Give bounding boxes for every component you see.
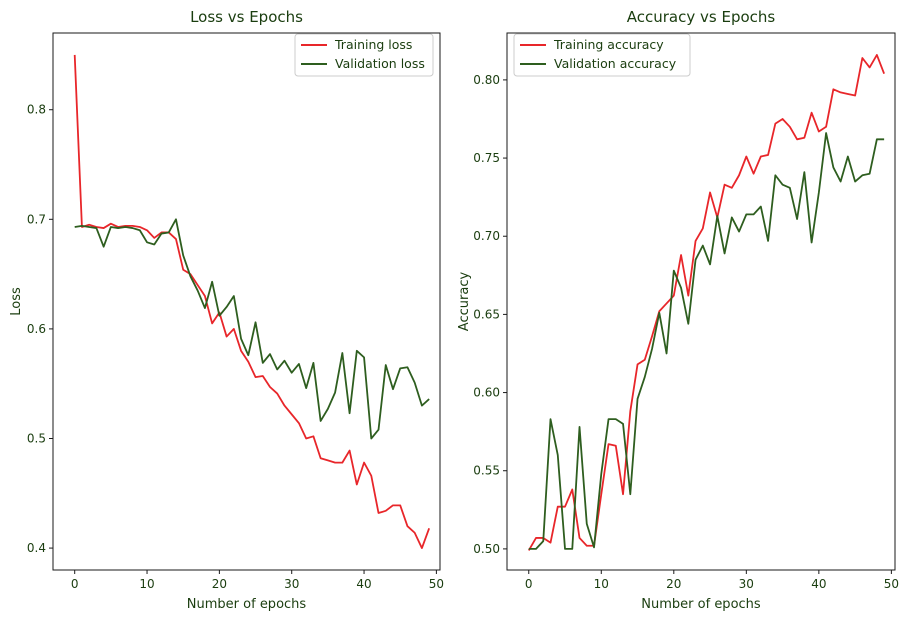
x-tick-label: 10	[594, 577, 609, 591]
legend: Training loss Validation loss	[294, 33, 434, 77]
x-tick-label: 30	[284, 577, 299, 591]
y-tick-label: 0.75	[473, 151, 500, 165]
y-tick-label: 0.60	[473, 386, 500, 400]
chart-title: Accuracy vs Epochs	[627, 8, 776, 26]
y-tick-label: 0.6	[27, 322, 46, 336]
x-tick-label: 0	[525, 577, 533, 591]
legend-label: Validation accuracy	[554, 56, 677, 71]
plot-frame	[52, 32, 441, 571]
legend-label: Training accuracy	[553, 37, 664, 52]
y-tick-label: 0.5	[27, 431, 46, 445]
chart-title: Loss vs Epochs	[190, 8, 303, 26]
x-tick-label: 50	[429, 577, 444, 591]
legend-label: Validation loss	[335, 56, 425, 71]
series-line-validation-accuracy	[528, 132, 885, 550]
legend-box	[294, 33, 434, 77]
x-axis-label: Number of epochs	[641, 597, 761, 612]
x-tick-label: 40	[356, 577, 371, 591]
x-tick-label: 20	[212, 577, 227, 591]
x-tick-label: 0	[71, 577, 79, 591]
y-tick-label: 0.65	[473, 307, 500, 321]
chart-panel-1: Loss vs Epochs 0 10 20 30 40 50 0.4 0.5 0.6 0.7 0.8…	[9, 8, 444, 612]
x-tick-label: 50	[884, 577, 899, 591]
plot-frame	[506, 32, 896, 571]
series-line-training-loss	[73, 54, 430, 549]
x-axis-label: Number of epochs	[187, 597, 307, 612]
y-tick-label: 0.4	[27, 541, 46, 555]
x-tick-label: 30	[739, 577, 754, 591]
x-tick-label: 20	[666, 577, 681, 591]
legend-label: Training loss	[334, 37, 412, 52]
y-tick-label: 0.80	[473, 73, 500, 87]
y-tick-label: 0.50	[473, 542, 500, 556]
chart-panel-2: Accuracy vs Epochs 0 10 20 30 40 50 0.50 0.55 0.6…	[457, 8, 899, 612]
x-tick-label: 40	[811, 577, 826, 591]
series-line-validation-loss	[74, 218, 430, 440]
y-axis-label: Loss	[9, 287, 24, 316]
y-tick-label: 0.7	[27, 212, 46, 226]
y-tick-label: 0.8	[27, 103, 46, 117]
legend: Training accuracy Validation accuracy	[513, 33, 691, 77]
y-tick-label: 0.55	[473, 464, 500, 478]
x-tick-label: 10	[139, 577, 154, 591]
series-line-training-accuracy	[527, 53, 885, 551]
legend-box	[513, 33, 691, 77]
y-axis-label: Accuracy	[457, 272, 472, 332]
y-tick-label: 0.70	[473, 229, 500, 243]
